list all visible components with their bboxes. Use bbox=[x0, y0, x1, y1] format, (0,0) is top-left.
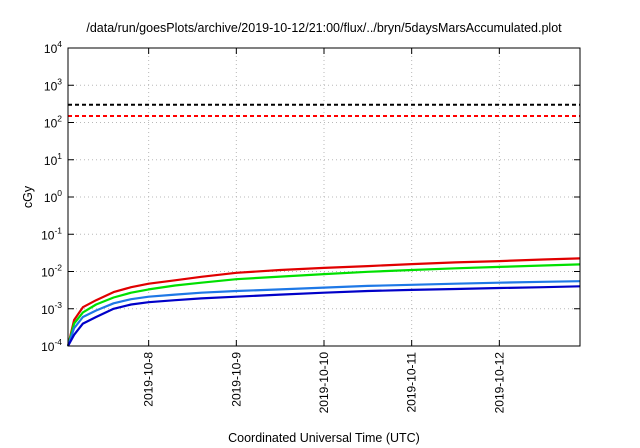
y-axis-label: cGy bbox=[21, 185, 35, 208]
x-tick-label: 2019-10-10 bbox=[317, 352, 331, 414]
x-tick-label: 2019-10-11 bbox=[405, 352, 419, 413]
series-line bbox=[66, 257, 581, 347]
y-tick-label: 10-4 bbox=[41, 337, 62, 354]
reference-lines bbox=[68, 103, 580, 117]
series-line bbox=[66, 280, 581, 347]
series-line bbox=[66, 263, 581, 347]
x-tick-label: 2019-10-9 bbox=[229, 352, 243, 407]
axis-ticks bbox=[68, 47, 580, 347]
series-line bbox=[67, 285, 581, 347]
x-tick-label: 2019-10-8 bbox=[142, 352, 156, 407]
series-lines bbox=[66, 257, 581, 347]
y-tick-label: 103 bbox=[44, 76, 62, 93]
y-tick-label: 100 bbox=[44, 188, 62, 205]
y-tick-label: 10-1 bbox=[41, 225, 62, 242]
x-tick-label: 2019-10-12 bbox=[492, 352, 506, 414]
y-tick-labels: 10-4 10-3 10-2 10-1 100 101 102 103 104 bbox=[41, 39, 62, 354]
y-tick-label: 102 bbox=[44, 114, 62, 131]
chart-title: /data/run/goesPlots/archive/2019-10-12/2… bbox=[86, 21, 562, 35]
y-tick-label: 10-3 bbox=[41, 300, 62, 317]
y-tick-label: 101 bbox=[44, 151, 62, 168]
y-tick-label: 10-2 bbox=[41, 263, 62, 280]
grid bbox=[68, 48, 580, 346]
y-tick-label: 104 bbox=[44, 39, 62, 56]
x-tick-labels: 2019-10-8 2019-10-9 2019-10-10 2019-10-11 20… bbox=[142, 352, 507, 414]
x-axis-label: Coordinated Universal Time (UTC) bbox=[228, 431, 420, 445]
